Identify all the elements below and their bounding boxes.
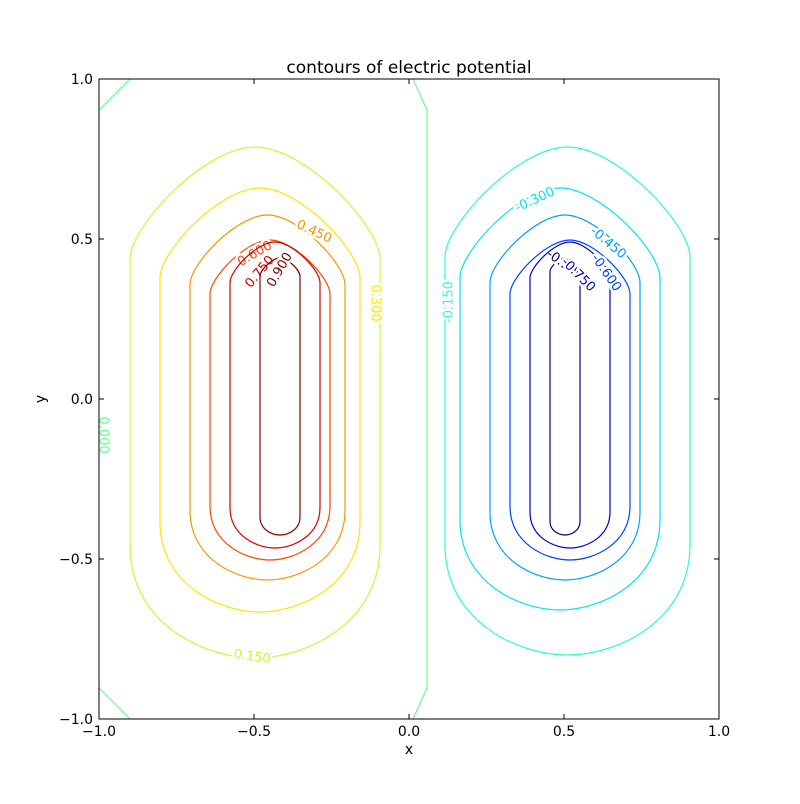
y-tick-label: 1.0 bbox=[71, 72, 93, 88]
y-tick-label: −0.5 bbox=[59, 552, 93, 568]
x-tick-label: −1.0 bbox=[82, 724, 116, 740]
contour-line bbox=[549, 257, 581, 536]
contour-label: 0.000 bbox=[96, 416, 111, 453]
chart-title: contours of electric potential bbox=[286, 58, 531, 78]
y-tick-label: −1.0 bbox=[59, 712, 93, 728]
contour-label: -0.150 bbox=[442, 281, 457, 323]
contour-line bbox=[159, 187, 361, 613]
contour-line bbox=[209, 239, 331, 561]
x-tick-label: −0.5 bbox=[237, 724, 271, 740]
x-axis-label: x bbox=[405, 742, 413, 758]
contour-line bbox=[129, 146, 381, 659]
contour-line bbox=[259, 257, 301, 536]
contour-line bbox=[509, 239, 631, 561]
y-tick-label: 0.5 bbox=[71, 232, 93, 248]
x-tick-label: 0.0 bbox=[398, 724, 420, 740]
contour-line bbox=[189, 214, 346, 581]
contour-line bbox=[529, 241, 611, 549]
y-axis-label: y bbox=[33, 395, 49, 403]
contour-line bbox=[229, 241, 321, 549]
contour-label: 0.300 bbox=[368, 284, 383, 321]
x-tick-label: 1.0 bbox=[708, 724, 730, 740]
contour-line bbox=[489, 214, 641, 581]
contour-line bbox=[459, 187, 661, 611]
y-tick-label: 0.0 bbox=[71, 392, 93, 408]
contour-line bbox=[444, 146, 691, 656]
contour-line bbox=[98, 78, 428, 720]
x-tick-label: 0.5 bbox=[553, 724, 575, 740]
